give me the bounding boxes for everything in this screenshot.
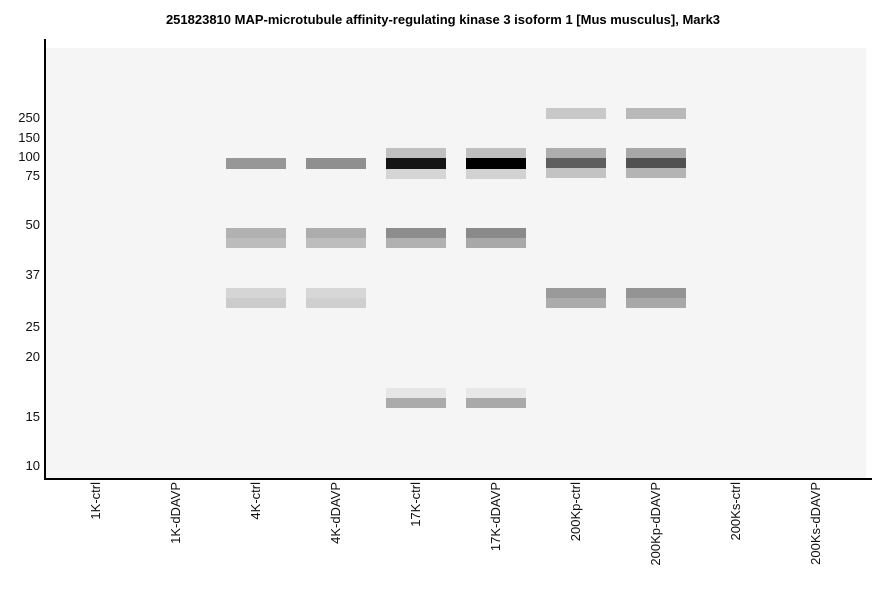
x-lane-label-200ks-ddavp: 200Ks-dDAVP <box>808 482 823 565</box>
y-tick-label-150: 150 <box>18 130 40 145</box>
y-tick-label-37: 37 <box>25 267 40 282</box>
x-lane-label-17k-ctrl: 17K-ctrl <box>408 482 423 527</box>
figure-title: 251823810 MAP-microtubule affinity-regul… <box>165 12 721 27</box>
y-tick-label-15: 15 <box>25 409 40 424</box>
y-tick-label-75: 75 <box>25 168 40 183</box>
x-lane-label-17k-ddavp: 17K-dDAVP <box>488 482 503 552</box>
y-tick-label-50: 50 <box>25 217 40 232</box>
y-tick-label-25: 25 <box>25 319 40 334</box>
x-lane-label-1k-ddavp: 1K-dDAVP <box>168 482 183 544</box>
y-tick-label-20: 20 <box>25 349 40 364</box>
x-lane-label-1k-ctrl: 1K-ctrl <box>88 482 103 520</box>
y-tick-label-250: 250 <box>18 110 40 125</box>
y-axis-line <box>44 39 46 480</box>
x-lane-label-200ks-ctrl: 200Ks-ctrl <box>728 482 743 541</box>
x-lane-label-200kp-ddavp: 200Kp-dDAVP <box>648 482 663 566</box>
y-tick-label-10: 10 <box>25 458 40 473</box>
x-lane-label-4k-ddavp: 4K-dDAVP <box>328 482 343 544</box>
x-lane-label-4k-ctrl: 4K-ctrl <box>248 482 263 520</box>
y-tick-label-100: 100 <box>18 149 40 164</box>
x-lane-label-200kp-ctrl: 200Kp-ctrl <box>568 482 583 542</box>
plot-area <box>46 48 866 478</box>
x-axis-line <box>44 478 872 480</box>
